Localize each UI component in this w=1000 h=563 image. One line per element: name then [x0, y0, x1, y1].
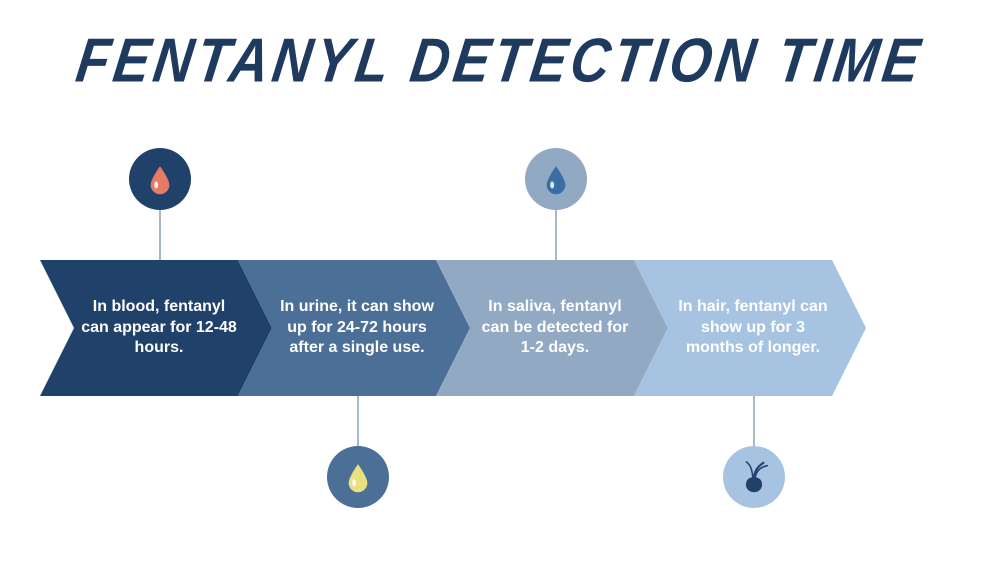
- connector-stem-3: [555, 204, 557, 260]
- connector-stem-4: [753, 396, 755, 452]
- urine-drop-icon: [327, 446, 389, 508]
- infographic-title: FENTANYL DETECTION TIME: [0, 25, 1000, 96]
- connector-stem-2: [357, 396, 359, 452]
- chevron-step-4: In hair, fentanyl can show up for 3 mont…: [634, 260, 866, 396]
- infographic-canvas: FENTANYL DETECTION TIME In blood, fentan…: [0, 0, 1000, 563]
- chevron-label-4: In hair, fentanyl can show up for 3 mont…: [634, 297, 866, 359]
- saliva-drop-icon: [525, 148, 587, 210]
- blood-drop-icon: [129, 148, 191, 210]
- connector-stem-1: [159, 204, 161, 260]
- chevron-row: In blood, fentanyl can appear for 12-48 …: [40, 260, 866, 396]
- hair-follicle-icon: [723, 446, 785, 508]
